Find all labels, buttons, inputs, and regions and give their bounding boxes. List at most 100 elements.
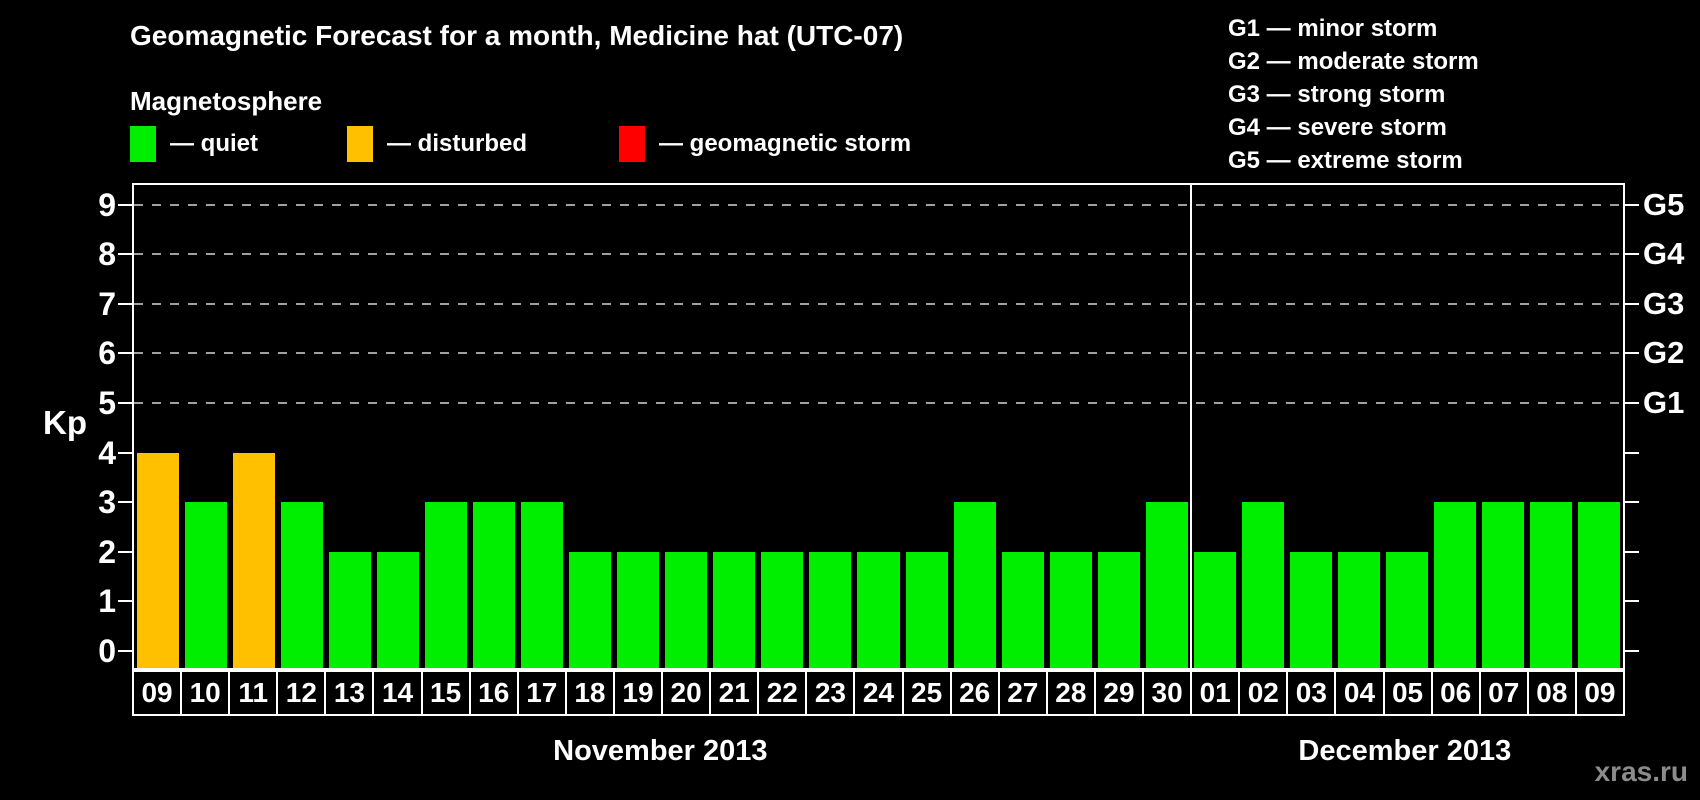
quiet-label: — quiet (170, 130, 258, 157)
kp-bar-3-day-11 (233, 452, 276, 668)
kp-bar-4-day-12 (281, 502, 324, 668)
kp-bar-31-day-09 (1577, 502, 1620, 668)
right-tick-kp-4 (1625, 451, 1639, 454)
day-cell-4-12: 12 (278, 672, 325, 714)
day-cell-17-25: 25 (903, 672, 950, 714)
y-tick-label-5: 5 (98, 384, 116, 421)
plot-area (118, 183, 1639, 670)
day-cell-23-01: 01 (1192, 672, 1239, 714)
kp-bar-2-day-10 (185, 502, 228, 668)
y-tick-label-0: 0 (98, 632, 116, 669)
right-tick-kp-9 (1625, 203, 1639, 206)
chart-subtitle: Magnetosphere (130, 86, 323, 116)
day-cell-15-23: 23 (807, 672, 854, 714)
kp-bar-5-day-13 (329, 551, 372, 668)
kp-bar-26-day-04 (1337, 551, 1380, 668)
right-tick-kp-2 (1625, 550, 1639, 553)
magnetosphere-legend: — quiet — disturbed — geomagnetic storm (0, 122, 1100, 166)
g-scale-label-G5: G5 (1643, 186, 1685, 222)
day-cell-7-15: 15 (422, 672, 469, 714)
left-tick-kp-5 (118, 401, 132, 404)
gridline-kp-9 (134, 203, 1623, 206)
disturbed-color-swatch (347, 126, 373, 162)
day-cell-24-02: 02 (1240, 672, 1287, 714)
kp-bar-10-day-18 (569, 551, 612, 668)
gridline-kp-7 (134, 302, 1623, 305)
right-tick-kp-7 (1625, 302, 1639, 305)
storm-scale-line-5: G5 — extreme storm (1228, 147, 1463, 174)
day-cell-5-13: 13 (326, 672, 373, 714)
storm-scale-line-1: G1 — minor storm (1228, 15, 1438, 42)
left-tick-kp-9 (118, 203, 132, 206)
right-tick-kp-5 (1625, 401, 1639, 404)
quiet-color-swatch (130, 126, 156, 162)
day-cell-26-04: 04 (1336, 672, 1383, 714)
kp-bar-28-day-06 (1433, 502, 1476, 668)
left-tick-kp-8 (118, 253, 132, 256)
gridline-kp-8 (134, 253, 1623, 256)
watermark: xras.ru (1594, 756, 1688, 787)
kp-bar-8-day-16 (473, 502, 516, 668)
day-cell-19-27: 27 (999, 672, 1046, 714)
day-cell-22-30: 30 (1144, 672, 1191, 714)
left-tick-kp-1 (118, 600, 132, 603)
month-label-2: December 2013 (1298, 735, 1512, 767)
disturbed-label: — disturbed (387, 130, 528, 157)
kp-bar-13-day-21 (713, 551, 756, 668)
kp-bar-1-day-09 (137, 452, 180, 668)
kp-bar-6-day-14 (377, 551, 420, 668)
day-cell-6-14: 14 (374, 672, 421, 714)
storm-label: — geomagnetic storm (659, 130, 912, 157)
left-tick-kp-2 (118, 550, 132, 553)
x-axis-day-labels: 09 10 11 12 13 14 15 16 17 18 19 20 21 22 23 24 25 26 27 28… (132, 670, 1625, 716)
kp-bar-7-day-15 (425, 502, 468, 668)
g-scale-label-G3: G3 (1643, 285, 1685, 321)
kp-bar-9-day-17 (521, 502, 564, 668)
y-tick-label-9: 9 (98, 186, 116, 223)
kp-bar-11-day-19 (617, 551, 660, 668)
storm-scale-line-3: G3 — strong storm (1228, 81, 1446, 108)
right-tick-kp-8 (1625, 253, 1639, 256)
kp-bar-23-day-01 (1193, 551, 1236, 668)
day-cell-31-09: 09 (1576, 672, 1623, 714)
kp-bar-25-day-03 (1289, 551, 1332, 668)
right-tick-kp-0 (1625, 649, 1639, 652)
day-cell-10-18: 18 (566, 672, 613, 714)
kp-bar-22-day-30 (1145, 502, 1188, 668)
left-tick-kp-0 (118, 649, 132, 652)
right-tick-kp-6 (1625, 352, 1639, 355)
day-cell-29-07: 07 (1480, 672, 1527, 714)
day-cell-12-20: 20 (663, 672, 710, 714)
day-cell-14-22: 22 (759, 672, 806, 714)
day-cell-30-08: 08 (1528, 672, 1575, 714)
storm-scale-line-4: G4 — severe storm (1228, 114, 1447, 141)
kp-bar-17-day-25 (905, 551, 948, 668)
kp-bar-21-day-29 (1097, 551, 1140, 668)
left-tick-kp-7 (118, 302, 132, 305)
kp-bar-12-day-20 (665, 551, 708, 668)
y-tick-label-4: 4 (98, 434, 116, 471)
y-tick-label-8: 8 (98, 236, 116, 273)
kp-bar-16-day-24 (857, 551, 900, 668)
day-cell-3-11: 11 (230, 672, 277, 714)
legend-item-disturbed: — disturbed (347, 122, 527, 166)
left-tick-kp-6 (118, 352, 132, 355)
gridline-kp-6 (134, 352, 1623, 355)
right-tick-kp-1 (1625, 600, 1639, 603)
y-tick-label-6: 6 (98, 335, 116, 372)
g-scale-label-G1: G1 (1643, 384, 1685, 420)
day-cell-11-19: 19 (614, 672, 662, 714)
day-cell-27-05: 05 (1384, 672, 1431, 714)
right-tick-kp-3 (1625, 501, 1639, 504)
kp-bar-27-day-05 (1385, 551, 1428, 668)
left-tick-kp-4 (118, 451, 132, 454)
month-label-1: November 2013 (553, 735, 768, 767)
y-tick-label-1: 1 (98, 583, 116, 620)
kp-bar-20-day-28 (1049, 551, 1092, 668)
day-cell-25-03: 03 (1288, 672, 1335, 714)
day-cell-2-10: 10 (182, 672, 229, 714)
chart-title: Geomagnetic Forecast for a month, Medici… (130, 20, 904, 51)
storm-scale-line-2: G2 — moderate storm (1228, 48, 1479, 75)
day-cell-8-16: 16 (470, 672, 517, 714)
